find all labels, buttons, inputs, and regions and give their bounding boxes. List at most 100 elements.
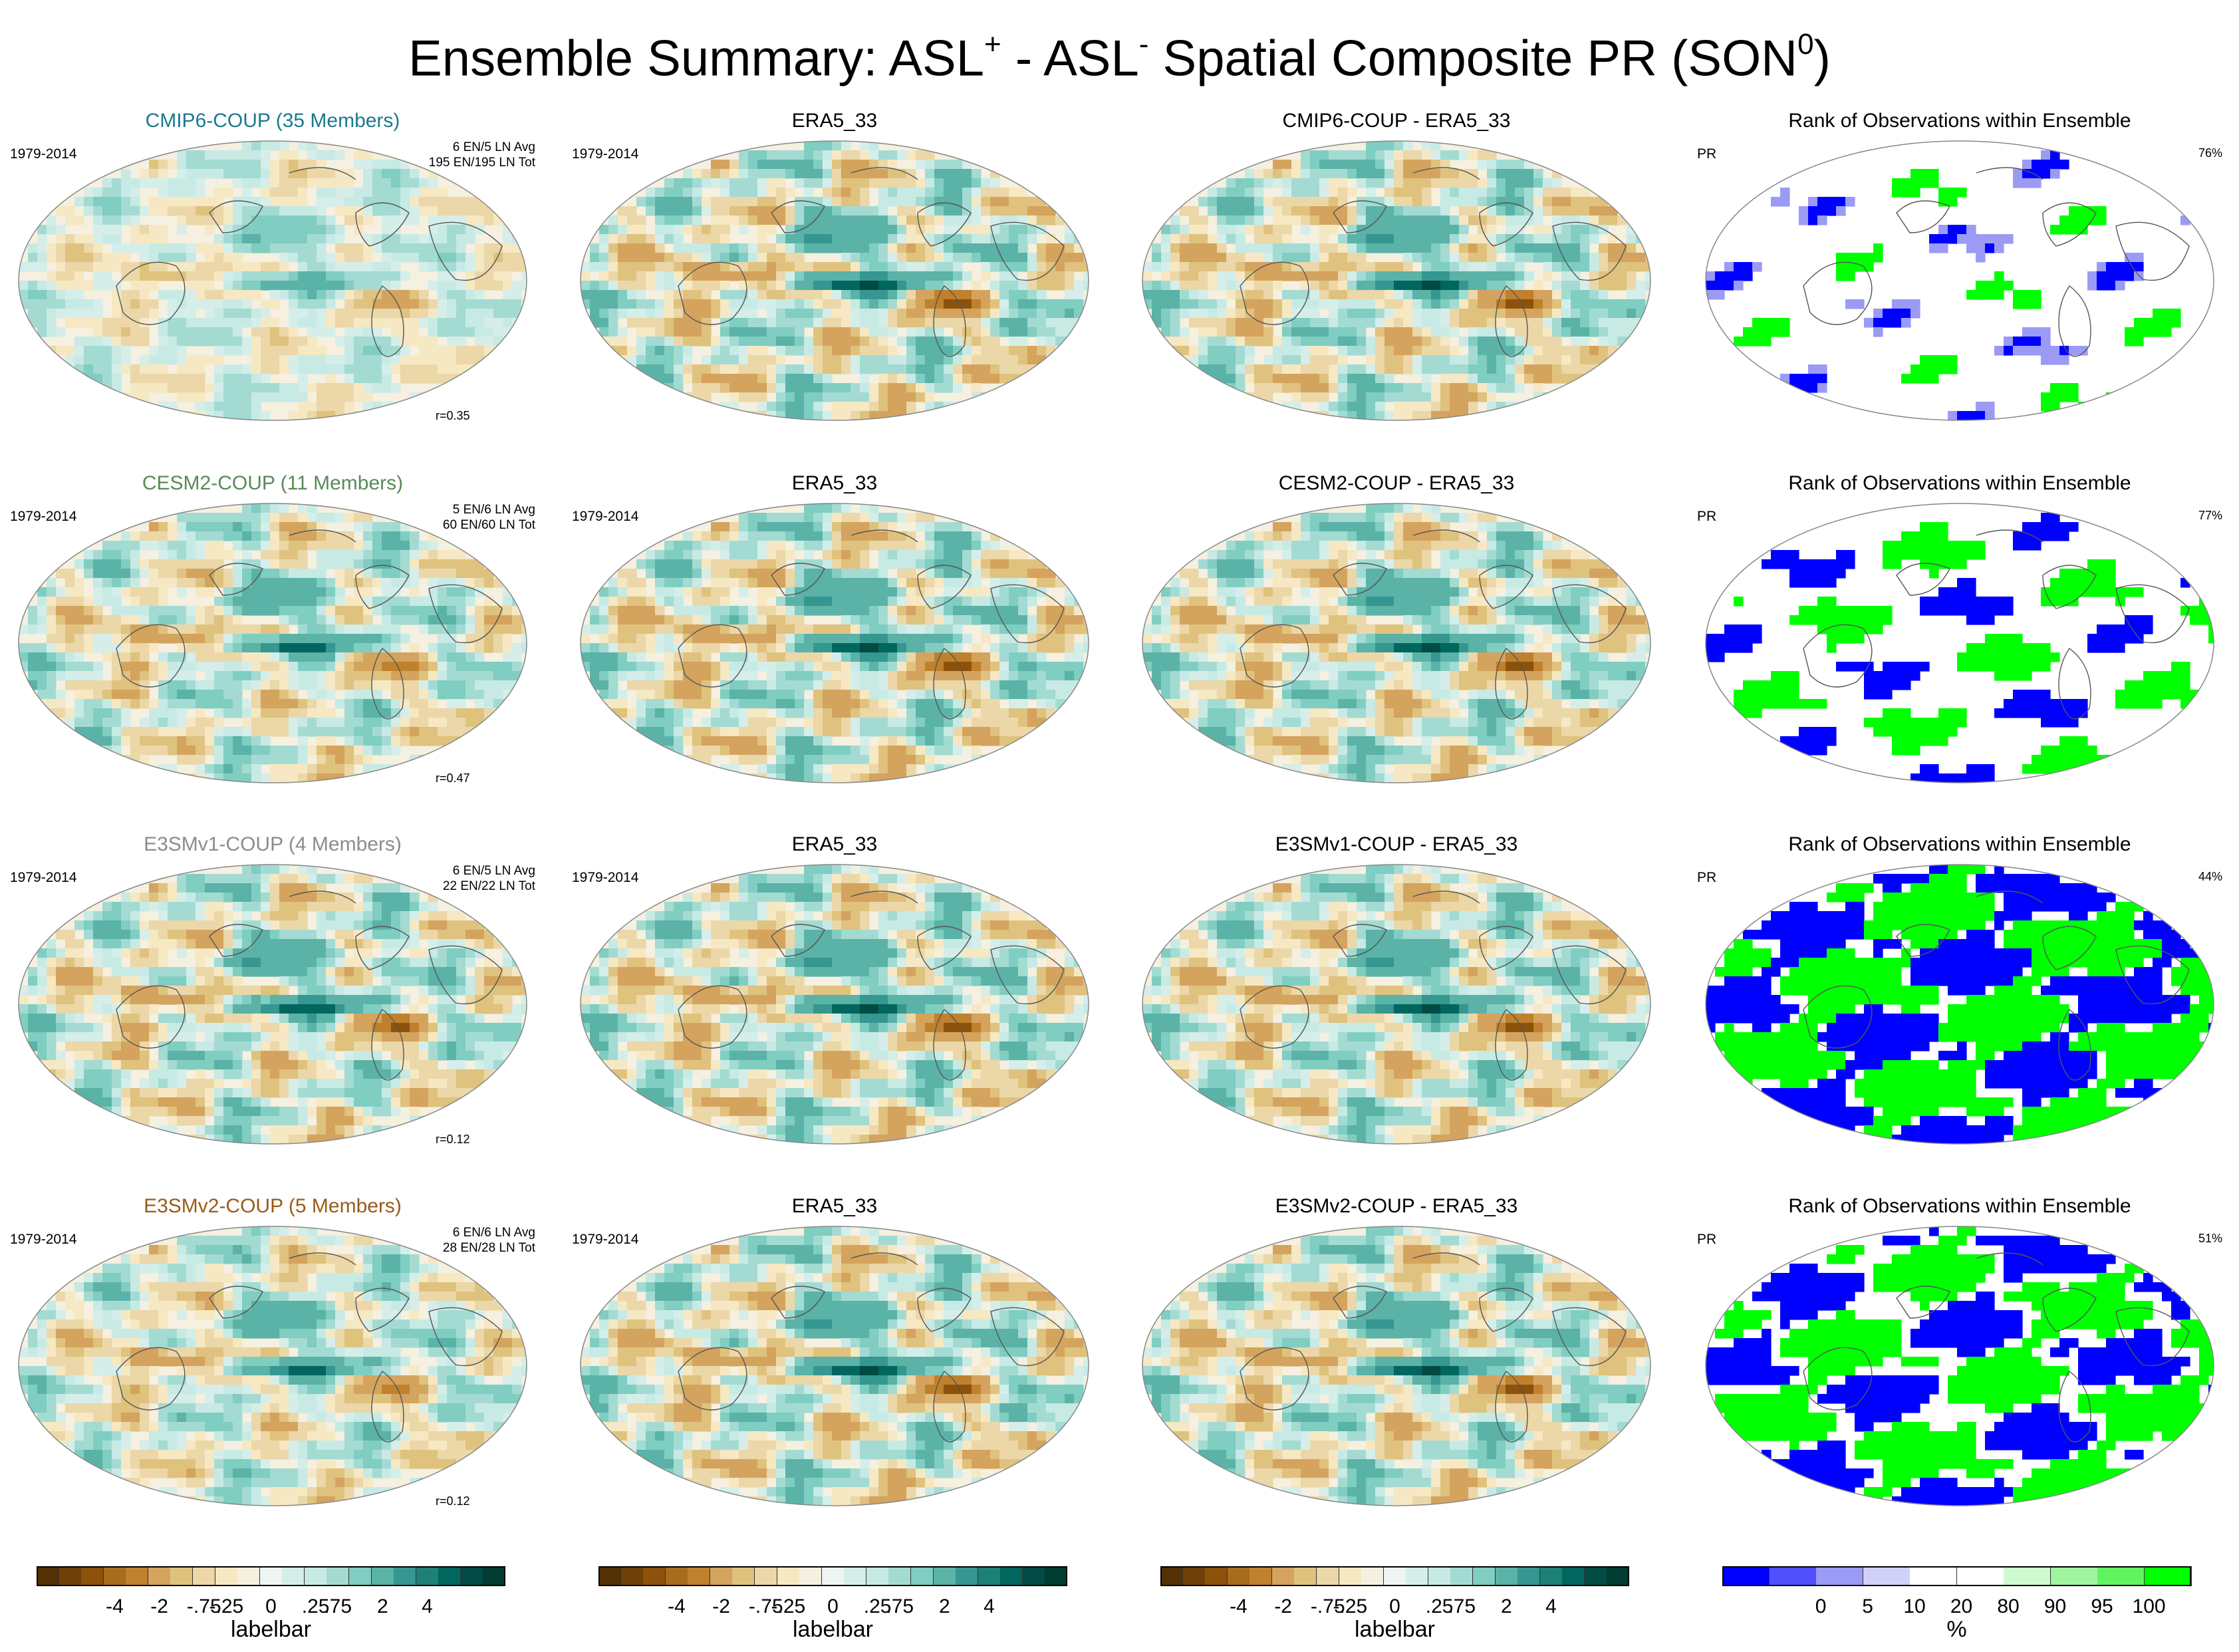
map-outline bbox=[1705, 503, 2214, 783]
labelbar-tick: -.25 bbox=[209, 1595, 244, 1617]
labelbar-swatch bbox=[193, 1566, 216, 1586]
labelbar-1: -4 -2 -.75 -.25 0 .25.75 2 4 labelbar bbox=[37, 1566, 506, 1646]
period-label: 1979-2014 bbox=[572, 870, 639, 885]
labelbar-swatch bbox=[956, 1566, 979, 1586]
labelbar-swatch bbox=[1584, 1566, 1607, 1586]
labelbar-tick: .25 bbox=[301, 1595, 330, 1617]
map-field bbox=[1706, 141, 2214, 420]
labelbar-swatch bbox=[1562, 1566, 1585, 1586]
labelbar-4: 0 5 10 20 80 90 95 100% bbox=[1722, 1566, 2192, 1646]
map-field bbox=[19, 503, 527, 783]
map-panel-r3-c3: E3SMv1-COUP - ERA5_33 bbox=[1134, 833, 1659, 1169]
panel-title: Rank of Observations within Ensemble bbox=[1788, 110, 2131, 132]
map-outline bbox=[580, 140, 1089, 421]
coastlines bbox=[678, 167, 1065, 357]
map-field bbox=[1706, 503, 2214, 783]
map-svg bbox=[1705, 503, 2214, 783]
pattern-correlation: r=0.35 bbox=[436, 409, 470, 422]
stats-line-1: 5 EN/6 LN Avg bbox=[452, 503, 535, 517]
coastlines bbox=[1803, 891, 2190, 1081]
labelbar-frame bbox=[37, 1566, 505, 1586]
labelbar-swatch bbox=[81, 1566, 104, 1586]
map-panel-r3-c1: E3SMv1-COUP (4 Members) 1979-2014 6 EN/5 L… bbox=[10, 833, 535, 1169]
panel-title: CMIP6-COUP (35 Members) bbox=[145, 110, 400, 132]
coastlines bbox=[116, 891, 503, 1081]
map-svg bbox=[1705, 1226, 2214, 1506]
panel-title: CMIP6-COUP - ERA5_33 bbox=[1282, 110, 1511, 132]
coastlines bbox=[678, 891, 1065, 1081]
labelbar-swatch bbox=[416, 1566, 439, 1586]
map-panel-r2-c1: CESM2-COUP (11 Members) 1979-2014 5 EN/6 L… bbox=[10, 472, 535, 808]
labelbar-swatch bbox=[460, 1566, 483, 1586]
stats-line-1: 6 EN/5 LN Avg bbox=[452, 140, 535, 154]
figure-title: Ensemble Summary: ASL+ - ASL- Spatial Co… bbox=[408, 28, 1831, 87]
variable-label: PR bbox=[1697, 870, 1717, 885]
map-outline bbox=[1142, 140, 1651, 421]
map-svg bbox=[1705, 864, 2214, 1145]
map-outline bbox=[1142, 864, 1651, 1145]
labelbar-tick: 0 bbox=[1815, 1595, 1827, 1617]
labelbar-swatch bbox=[1250, 1566, 1273, 1586]
map-outline bbox=[1705, 1226, 2214, 1506]
labelbar-tick: -.75 bbox=[1310, 1595, 1345, 1617]
stats-line-2: 60 EN/60 LN Tot bbox=[442, 518, 535, 532]
labelbar-tick: .25 bbox=[863, 1595, 892, 1617]
labelbar-swatch bbox=[103, 1566, 126, 1586]
map-field bbox=[1706, 865, 2214, 1144]
labelbar-swatch bbox=[2144, 1566, 2192, 1586]
map-svg bbox=[580, 140, 1089, 421]
stats-line-2: 195 EN/195 LN Tot bbox=[428, 156, 535, 170]
labelbar-title: labelbar bbox=[793, 1617, 873, 1642]
map-panel-r3-c4: Rank of Observations within Ensemble PR 44… bbox=[1697, 833, 2222, 1169]
labelbar-tick: -4 bbox=[106, 1595, 124, 1617]
map-outline bbox=[1705, 140, 2214, 421]
labelbar-tick: 0 bbox=[827, 1595, 839, 1617]
map-svg bbox=[1142, 864, 1651, 1145]
map-outline bbox=[18, 1226, 527, 1506]
coastlines bbox=[1240, 529, 1627, 720]
labelbar-swatch bbox=[170, 1566, 194, 1586]
map-field bbox=[1706, 1226, 2214, 1506]
map-outline bbox=[1705, 864, 2214, 1145]
labelbar-swatch bbox=[2097, 1566, 2145, 1586]
labelbar-swatch bbox=[643, 1566, 666, 1586]
labelbar-swatch bbox=[978, 1566, 1001, 1586]
labelbar-swatch bbox=[688, 1566, 711, 1586]
labelbar-tick: .75 bbox=[1448, 1595, 1476, 1617]
map-panel-r2-c3: CESM2-COUP - ERA5_33 bbox=[1134, 472, 1659, 808]
labelbar-swatch bbox=[483, 1566, 506, 1586]
map-panel-r1-c4: Rank of Observations within Ensemble PR 76… bbox=[1697, 110, 2222, 446]
labelbar-swatch bbox=[1271, 1566, 1295, 1586]
labelbar-swatch bbox=[1607, 1566, 1630, 1586]
labelbar-swatch bbox=[1294, 1566, 1317, 1586]
labelbar-frame bbox=[598, 1566, 1067, 1586]
map-svg bbox=[18, 864, 527, 1145]
map-outline bbox=[1142, 503, 1651, 783]
labelbar-swatch bbox=[821, 1566, 845, 1586]
labelbar-swatch bbox=[1956, 1566, 2004, 1586]
labelbar-swatch bbox=[259, 1566, 283, 1586]
labelbar-tick: .75 bbox=[324, 1595, 352, 1617]
variable-label: PR bbox=[1697, 509, 1717, 524]
panel-title: ERA5_33 bbox=[791, 1195, 878, 1217]
period-label: 1979-2014 bbox=[10, 1232, 77, 1247]
ensemble-stats: 6 EN/5 LN Avg 195 EN/195 LN Tot bbox=[429, 140, 535, 170]
map-svg bbox=[1705, 140, 2214, 421]
panel-title: ERA5_33 bbox=[791, 833, 878, 855]
labelbar-swatch bbox=[1383, 1566, 1406, 1586]
map-panel-r1-c3: CMIP6-COUP - ERA5_33 bbox=[1134, 110, 1659, 446]
coastlines bbox=[1240, 891, 1627, 1081]
coastlines bbox=[116, 1252, 503, 1443]
map-outline bbox=[18, 503, 527, 783]
map-panel-r3-c2: ERA5_33 1979-2014 bbox=[572, 833, 1097, 1169]
labelbar-tick: -.75 bbox=[186, 1595, 221, 1617]
panel-title: E3SMv2-COUP - ERA5_33 bbox=[1275, 1195, 1518, 1217]
map-outline bbox=[580, 503, 1089, 783]
labelbar-title: % bbox=[1946, 1617, 1967, 1642]
panel-title: Rank of Observations within Ensemble bbox=[1788, 472, 2131, 494]
map-field bbox=[581, 1226, 1089, 1506]
map-panel-r4-c3: E3SMv2-COUP - ERA5_33 bbox=[1134, 1195, 1659, 1531]
labelbar-swatch bbox=[148, 1566, 171, 1586]
map-outline bbox=[18, 140, 527, 421]
map-field bbox=[1142, 503, 1650, 783]
